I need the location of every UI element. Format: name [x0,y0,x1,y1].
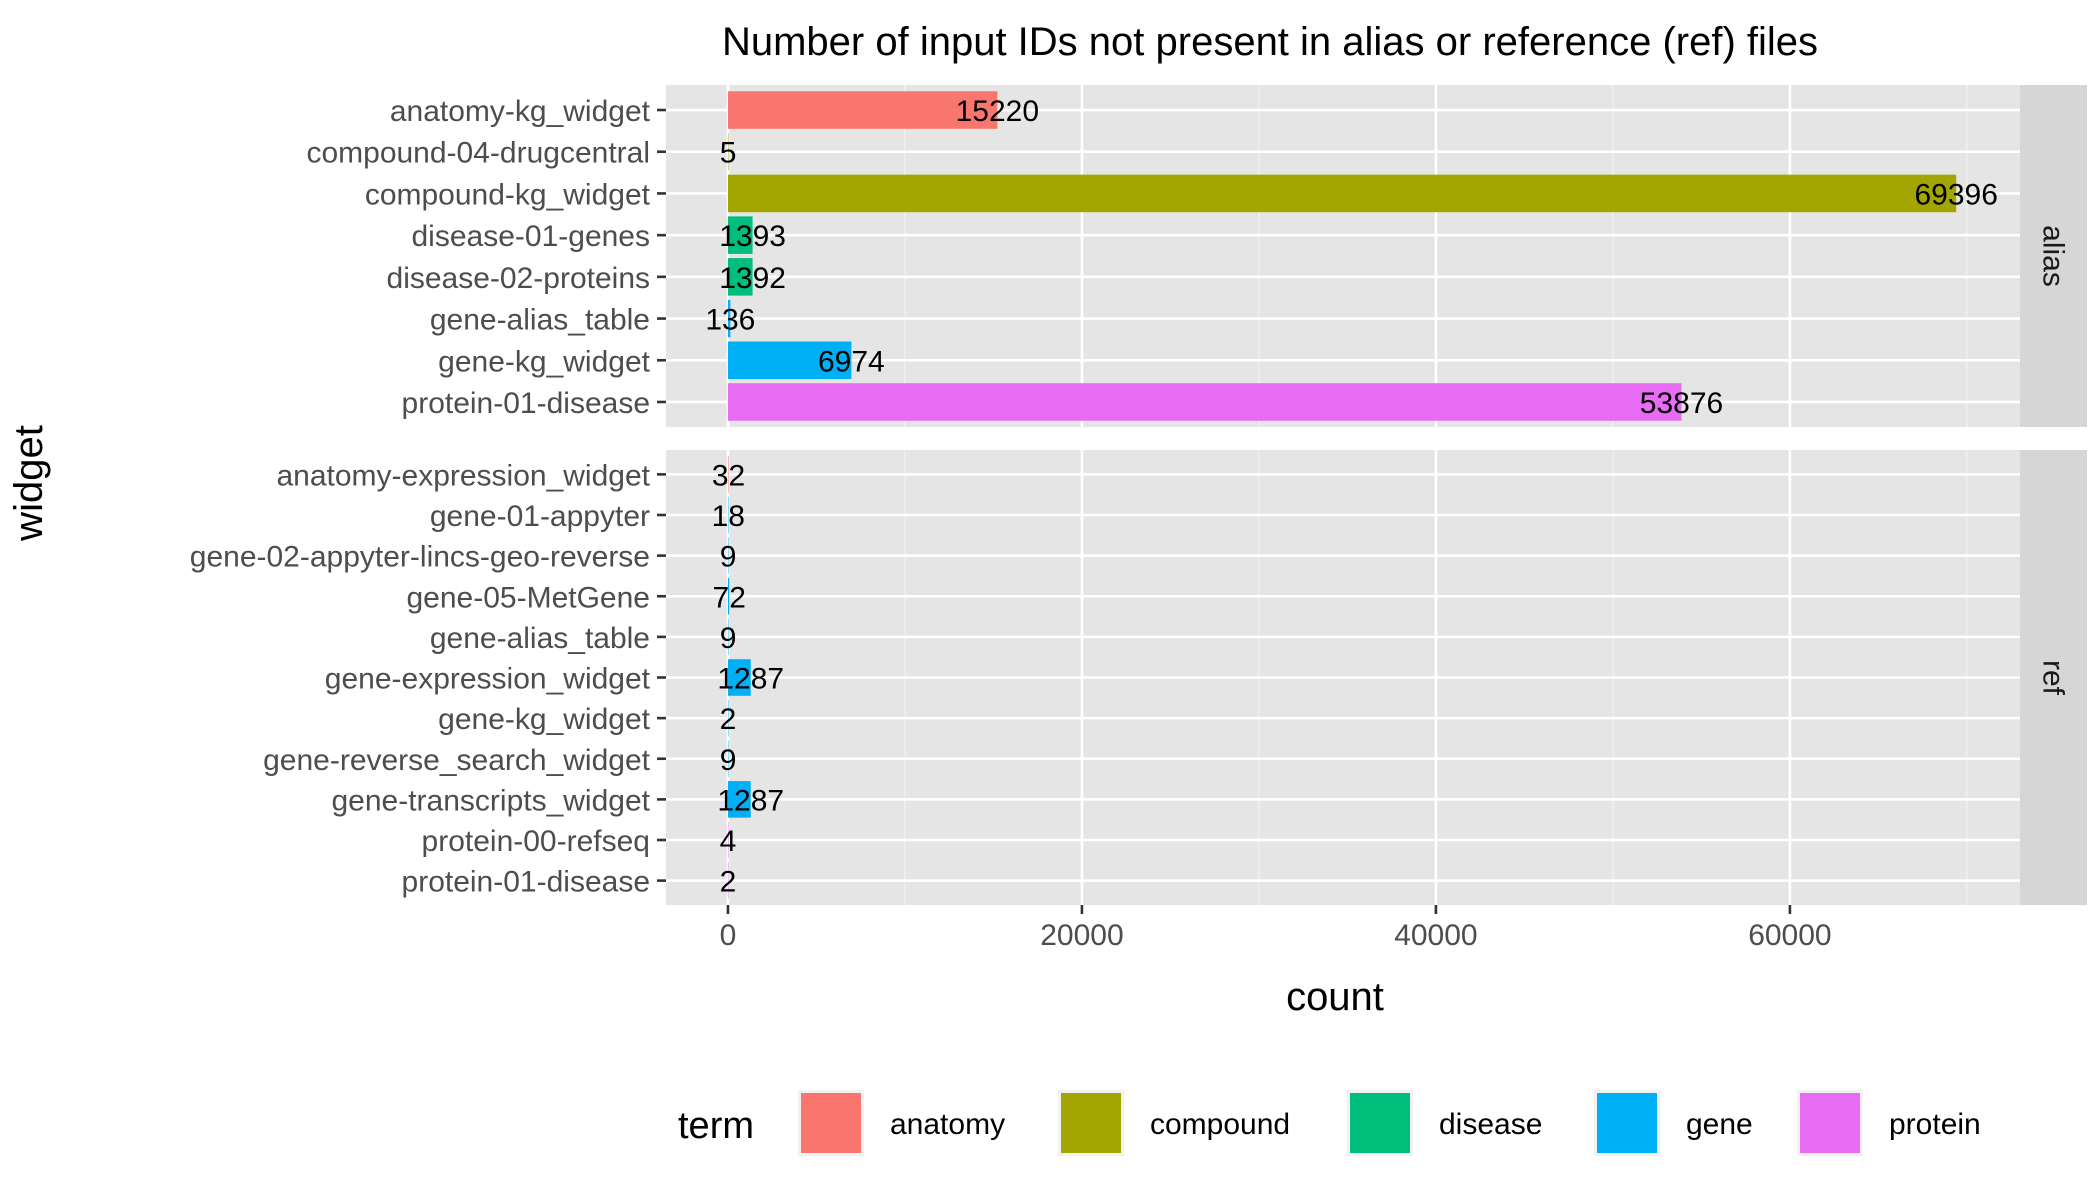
legend-title: term [678,1105,754,1147]
panel-background [666,85,2020,427]
y-tick-label: gene-transcripts_widget [331,784,650,817]
bar-alias-compound-04-drugcentral [727,132,729,171]
legend-swatch-anatomy [801,1093,861,1153]
y-tick-label: anatomy-expression_widget [276,459,650,492]
data-label: 2 [720,703,737,736]
data-label: 15220 [956,95,1039,128]
bar-ref-protein-00-refseq [727,821,729,859]
y-tick-label: anatomy-kg_widget [390,95,651,128]
facet-strip [2020,450,2087,905]
data-label: 136 [705,304,755,337]
legend-label: compound [1150,1108,1290,1141]
bar-ref-gene-reverse_search_widget [727,740,729,778]
legend-swatch-disease [1350,1093,1410,1153]
y-tick-label: compound-04-drugcentral [306,137,650,170]
bar-alias-disease-02-proteins [727,258,753,296]
bar-ref-anatomy-expression_widget [727,456,729,493]
bar-ref-gene-expression_widget [727,659,751,696]
data-label: 4 [720,825,737,858]
bar-alias-protein-01-disease [727,383,1682,421]
bar-alias-anatomy-kg_widget [727,91,998,129]
data-label: 72 [713,581,746,614]
data-label: 32 [712,459,745,492]
bar-alias-disease-01-genes [727,216,753,254]
bar-alias-gene-alias_table [727,299,731,338]
data-label: 2 [720,866,737,899]
y-tick-label: disease-01-genes [412,220,651,253]
y-tick-label: protein-01-disease [402,387,650,420]
y-tick-label: gene-kg_widget [438,345,650,378]
data-label: 9 [720,541,737,574]
data-label: 5 [720,137,737,170]
chart-title: Number of input IDs not present in alias… [722,20,1818,64]
legend-label: gene [1686,1108,1753,1141]
y-tick-label: protein-00-refseq [422,825,650,858]
data-label: 1287 [717,663,784,696]
bar-alias-compound-kg_widget [727,174,1957,213]
data-label: 9 [720,744,737,777]
legend-label: protein [1889,1108,1981,1141]
facet-ref: 2 protein-01-disease 4 protein-00-refseq 128… [190,450,2087,905]
x-tick-label: 40000 [1394,919,1477,952]
data-label: 1287 [717,784,784,817]
bar-ref-gene-02-appyter-lincs-geo-reverse [727,537,729,574]
data-label: 69396 [1914,178,1997,211]
x-tick-label: 0 [720,919,737,952]
bar-ref-gene-alias_table [727,618,729,656]
x-tick-label: 20000 [1040,919,1123,952]
y-tick-label: compound-kg_widget [365,178,651,211]
y-tick-label: gene-alias_table [430,304,650,337]
data-label: 18 [712,500,745,533]
legend: term anatomy compound disease gene protein [678,1090,1981,1156]
x-tick-label: 60000 [1748,919,1831,952]
y-axis-title: widget [7,425,51,542]
y-tick-label: gene-expression_widget [325,663,651,696]
legend-swatch-protein [1800,1093,1860,1153]
facet-strip-label: ref [2037,660,2070,696]
data-label: 9 [720,622,737,655]
facet-strip [2020,85,2087,427]
data-label: 1393 [719,220,786,253]
facet-strip-label: alias [2037,225,2070,287]
y-tick-label: gene-kg_widget [438,703,650,736]
facet-panels: 53876 protein-01-disease 6974 gene-kg_widge… [190,85,2087,905]
bar-ref-gene-05-MetGene [727,577,730,615]
data-label: 53876 [1640,387,1723,420]
y-tick-label: gene-02-appyter-lincs-geo-reverse [190,541,650,574]
y-tick-label: gene-alias_table [430,622,650,655]
data-label: 6974 [818,345,885,378]
x-axis-title: count [1286,975,1384,1019]
legend-swatch-gene [1597,1093,1657,1153]
data-label: 1392 [719,262,786,295]
legend-label: disease [1439,1108,1542,1141]
bar-ref-gene-transcripts_widget [727,781,751,818]
bar-ref-gene-01-appyter [727,496,729,534]
y-tick-label: disease-02-proteins [387,262,650,295]
y-tick-label: gene-05-MetGene [407,581,651,614]
bar-ref-gene-kg_widget [727,699,729,737]
legend-label: anatomy [890,1108,1005,1141]
facet-alias: 53876 protein-01-disease 6974 gene-kg_widge… [306,85,2087,427]
legend-swatch-compound [1061,1093,1121,1153]
bar-alias-gene-kg_widget [727,341,852,380]
x-axis: 0 20000 40000 60000 [720,905,1832,952]
y-tick-label: protein-01-disease [402,866,650,899]
y-tick-label: gene-01-appyter [430,500,650,533]
bar-ref-protein-01-disease [727,862,729,899]
y-tick-label: gene-reverse_search_widget [263,744,651,777]
